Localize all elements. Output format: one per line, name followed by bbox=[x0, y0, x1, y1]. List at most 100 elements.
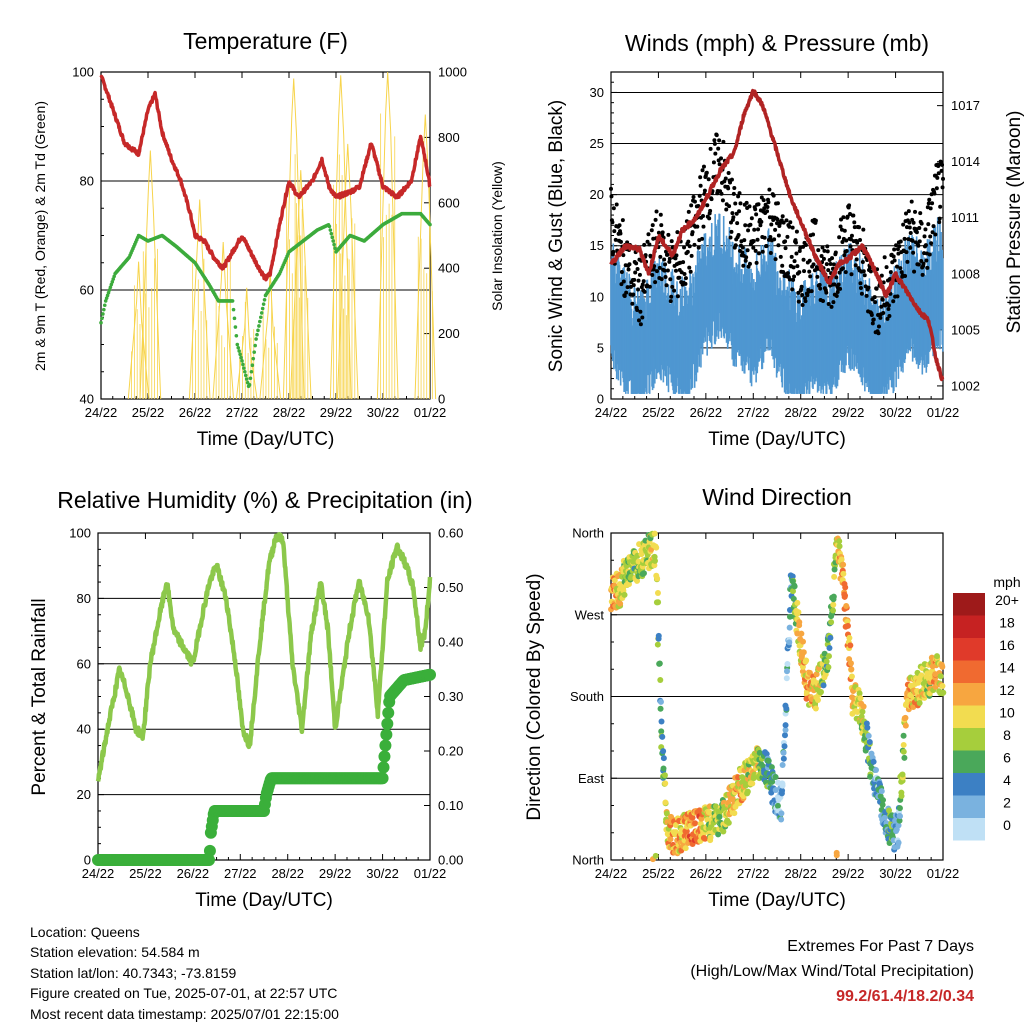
gust-point bbox=[780, 263, 785, 268]
gust-point bbox=[696, 245, 701, 250]
dewpoint-point bbox=[257, 324, 261, 328]
gust-point bbox=[682, 245, 687, 250]
gust-point bbox=[701, 213, 706, 218]
gust-point bbox=[712, 141, 717, 146]
x-tick-label: 24/22 bbox=[595, 405, 628, 420]
gust-point bbox=[670, 284, 675, 289]
gust-point bbox=[775, 201, 780, 206]
y-tick-label: 15 bbox=[590, 238, 604, 253]
gust-point bbox=[834, 275, 839, 280]
gust-point bbox=[754, 212, 759, 217]
gust-point bbox=[651, 267, 656, 272]
direction-point bbox=[897, 813, 904, 820]
gust-point bbox=[633, 270, 638, 275]
gust-point bbox=[638, 309, 643, 314]
gust-point bbox=[734, 211, 739, 216]
dewpoint-point bbox=[239, 355, 243, 360]
gust-point bbox=[673, 268, 678, 273]
gust-point bbox=[794, 251, 799, 256]
dewpoint-point bbox=[105, 293, 110, 298]
direction-point bbox=[830, 601, 837, 608]
legend-label: 0 bbox=[1003, 817, 1011, 833]
gust-point bbox=[930, 201, 935, 206]
gust-point bbox=[807, 269, 812, 274]
direction-point bbox=[798, 630, 805, 637]
gust-point bbox=[619, 282, 624, 287]
solar-peak bbox=[139, 150, 162, 400]
precip-point bbox=[381, 717, 394, 730]
gust-point bbox=[828, 261, 833, 266]
x-tick-label: 26/22 bbox=[177, 866, 210, 881]
gust-point bbox=[727, 204, 732, 209]
y-tick-label: South bbox=[570, 689, 604, 704]
direction-point bbox=[784, 661, 791, 668]
solar-peak bbox=[376, 71, 399, 400]
legend-swatch bbox=[953, 750, 985, 773]
gust-point bbox=[853, 263, 858, 268]
gust-point bbox=[697, 193, 702, 198]
y-tick-label: 100 bbox=[72, 65, 94, 80]
gust-point bbox=[788, 220, 793, 225]
legend-label: 20+ bbox=[995, 592, 1019, 608]
dewpoint-point bbox=[248, 376, 253, 381]
created-text: Figure created on Tue, 2025-07-01, at 22… bbox=[30, 985, 338, 1002]
temperature-line bbox=[99, 74, 432, 282]
elevation-text: Station elevation: 54.584 m bbox=[30, 944, 200, 961]
direction-point bbox=[813, 671, 820, 678]
gust-point bbox=[837, 235, 842, 240]
gust-point bbox=[933, 232, 938, 237]
gust-point bbox=[682, 272, 687, 277]
direction-point bbox=[940, 689, 947, 696]
gust-point bbox=[627, 262, 632, 267]
direction-point bbox=[848, 666, 855, 673]
gust-point bbox=[831, 262, 836, 267]
gust-point bbox=[647, 284, 652, 289]
gust-point bbox=[935, 175, 940, 180]
x-tick-label: 27/22 bbox=[226, 405, 259, 420]
direction-point bbox=[864, 724, 871, 731]
direction-point bbox=[900, 732, 907, 739]
direction-point bbox=[789, 588, 796, 595]
direction-point bbox=[843, 602, 850, 609]
gust-point bbox=[736, 194, 741, 199]
gust-point bbox=[767, 187, 772, 192]
dewpoint-point bbox=[333, 246, 337, 251]
gust-point bbox=[791, 265, 796, 270]
gust-point bbox=[803, 243, 808, 248]
dewpoint-point bbox=[107, 288, 112, 292]
gust-point bbox=[837, 270, 842, 275]
x-axis-label: Time (Day/UTC) bbox=[195, 890, 333, 911]
gust-point bbox=[628, 284, 633, 289]
gust-point bbox=[620, 218, 625, 223]
dewpoint-point bbox=[237, 349, 241, 353]
x-tick-label: 28/22 bbox=[784, 405, 817, 420]
gust-point bbox=[726, 171, 731, 176]
y2-tick-label: 0.60 bbox=[438, 526, 463, 541]
gust-point bbox=[818, 286, 823, 291]
gust-point bbox=[635, 307, 640, 312]
gust-point bbox=[705, 203, 710, 208]
gust-point bbox=[878, 315, 883, 320]
y-tick-label: 40 bbox=[80, 392, 94, 407]
x-tick-label: 29/22 bbox=[832, 866, 865, 881]
gust-point bbox=[888, 270, 893, 275]
gust-point bbox=[663, 274, 668, 279]
gust-point bbox=[833, 250, 838, 255]
direction-point bbox=[827, 634, 834, 641]
legend-swatch bbox=[953, 773, 985, 796]
gust-point bbox=[717, 138, 722, 143]
gust-point bbox=[817, 282, 822, 287]
gust-point bbox=[728, 235, 733, 240]
gust-point bbox=[701, 224, 706, 229]
gust-point bbox=[785, 234, 790, 239]
direction-point bbox=[772, 773, 779, 780]
gust-point bbox=[923, 243, 928, 248]
direction-point bbox=[625, 581, 632, 588]
gust-point bbox=[731, 215, 736, 220]
gust-point bbox=[632, 277, 637, 282]
gust-point bbox=[910, 238, 915, 243]
y-tick-label: North bbox=[572, 853, 604, 868]
x-tick-label: 25/22 bbox=[132, 405, 165, 420]
gust-point bbox=[891, 299, 896, 304]
direction-point bbox=[870, 758, 877, 765]
